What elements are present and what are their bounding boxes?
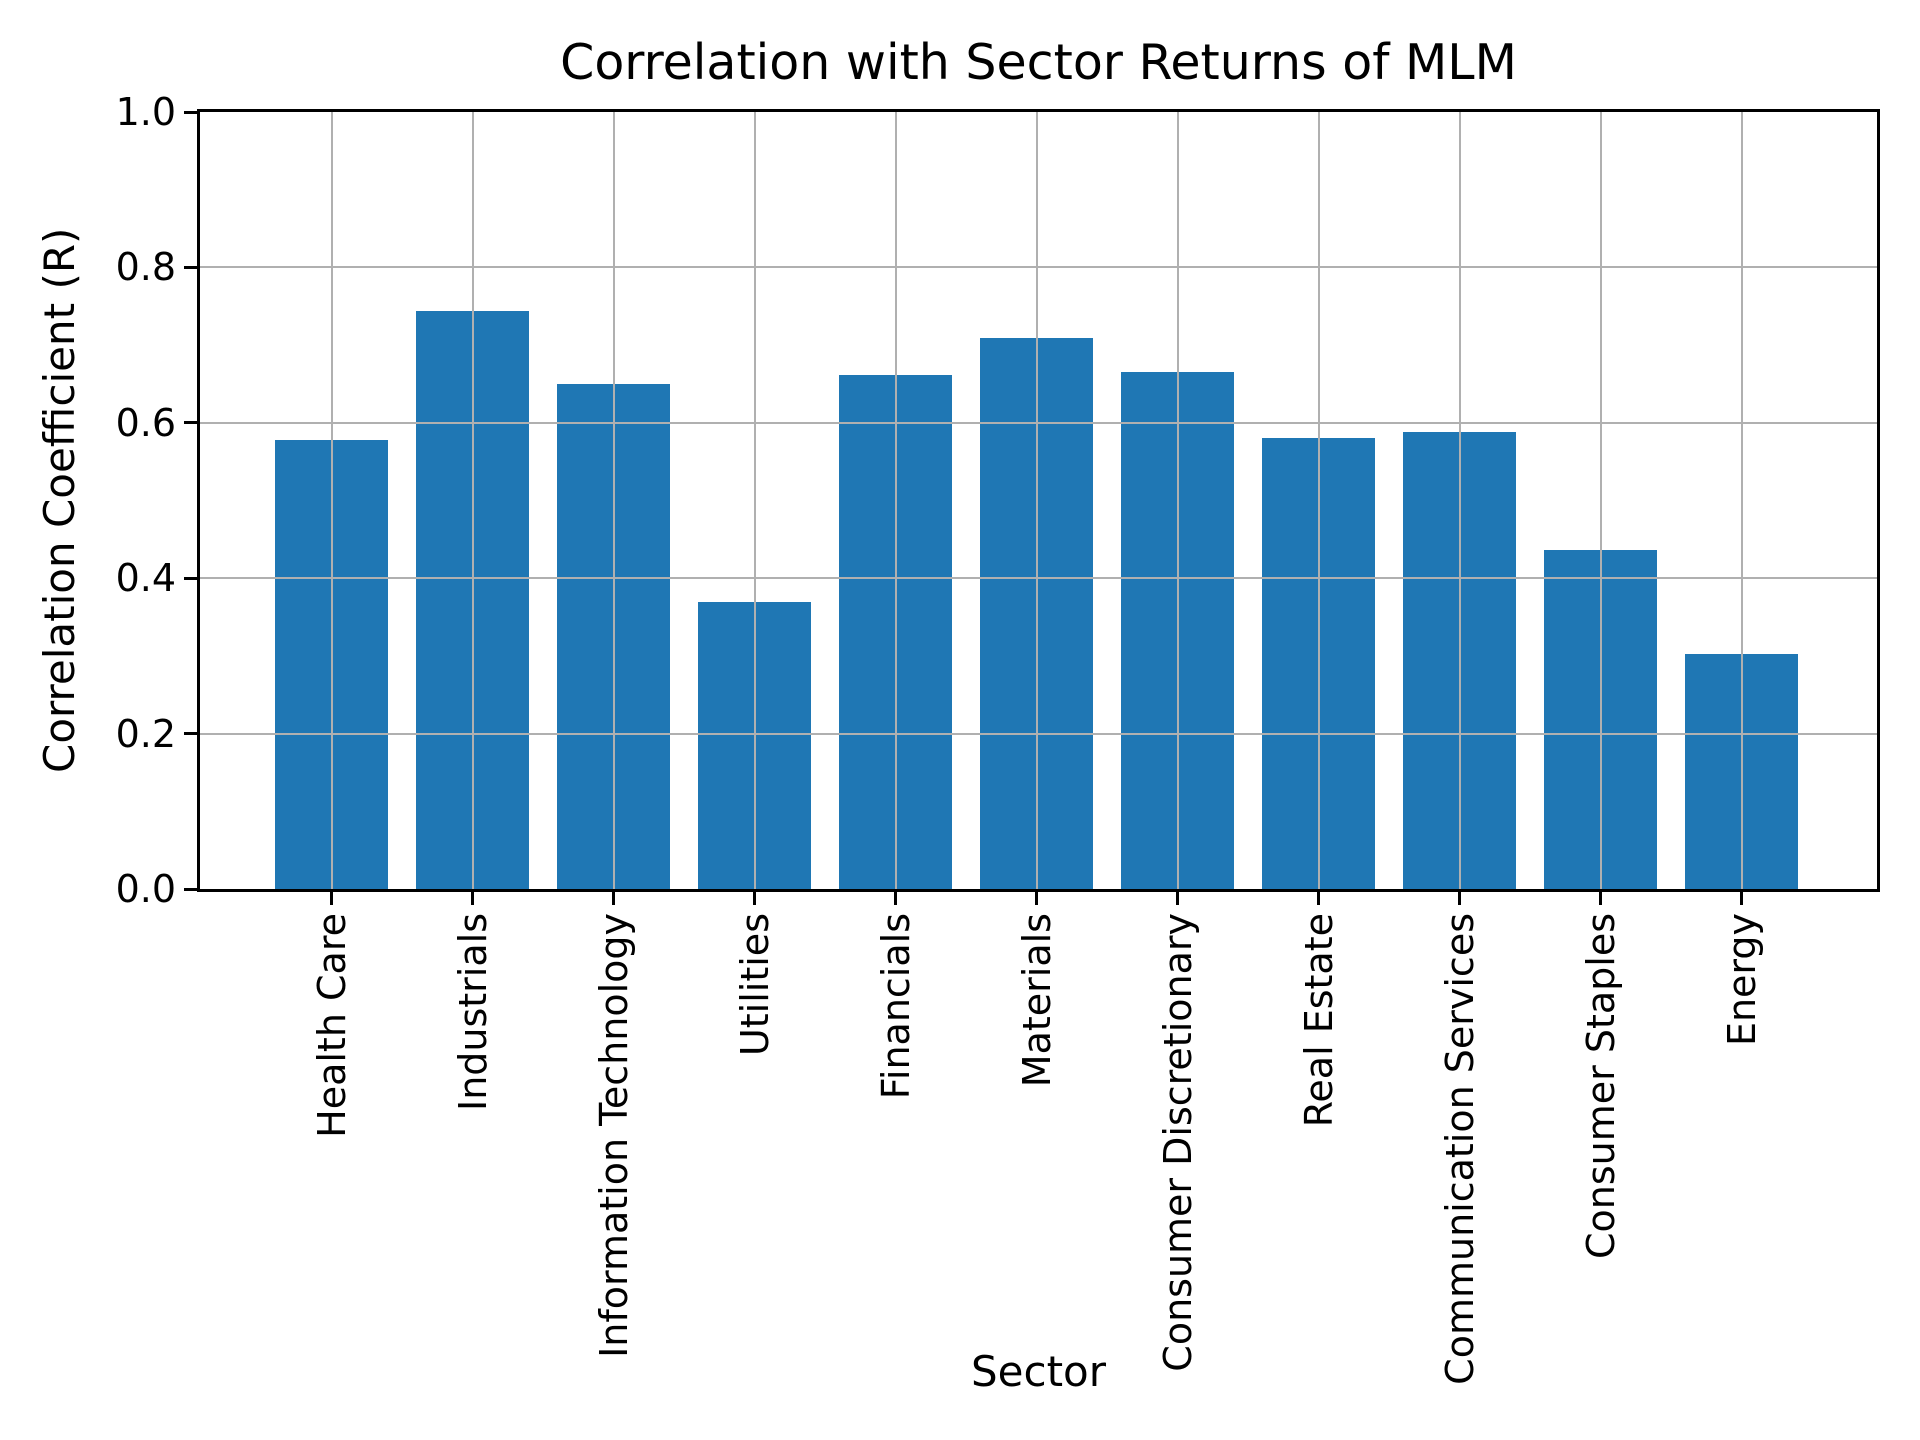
gridline-h: [200, 421, 1877, 424]
gridline-v: [894, 112, 897, 889]
y-tick-label: 0.0: [115, 867, 176, 911]
y-tick-mark: [184, 887, 197, 891]
y-axis-label: Correlation Coefficient (R): [35, 227, 84, 774]
gridline-h: [200, 266, 1877, 269]
x-tick-label-information-technology: Information Technology: [591, 913, 636, 1358]
gridline-v: [1740, 112, 1743, 889]
y-tick-mark: [184, 732, 197, 736]
x-tick-label-health-care: Health Care: [309, 913, 354, 1138]
x-tick-label-materials: Materials: [1014, 913, 1059, 1088]
x-tick-label-energy: Energy: [1719, 913, 1764, 1047]
gridline-v: [1458, 112, 1461, 889]
gridline-v: [1599, 112, 1602, 889]
x-axis-label: Sector: [970, 1347, 1107, 1396]
gridline-v: [1035, 112, 1038, 889]
x-tick-mark: [1740, 892, 1743, 905]
gridline-v: [330, 112, 333, 889]
chart-title: Correlation with Sector Returns of MLM: [560, 34, 1517, 91]
x-tick-mark: [1599, 892, 1602, 905]
x-tick-label-utilities: Utilities: [732, 913, 777, 1057]
x-tick-label-real-estate: Real Estate: [1296, 913, 1341, 1128]
x-tick-mark: [330, 892, 333, 905]
y-tick-label: 0.2: [115, 711, 176, 756]
x-tick-label-industrials: Industrials: [450, 913, 495, 1112]
y-tick-label: 0.4: [115, 556, 176, 601]
gridline-h: [200, 577, 1877, 580]
gridline-h: [200, 732, 1877, 735]
x-tick-label-consumer-staples: Consumer Staples: [1578, 913, 1623, 1260]
x-tick-mark: [1458, 892, 1461, 905]
gridline-v: [1317, 112, 1320, 889]
gridline-v: [1176, 112, 1179, 889]
x-tick-label-consumer-discretionary: Consumer Discretionary: [1155, 913, 1200, 1372]
x-tick-mark: [1317, 892, 1320, 905]
y-tick-label: 0.8: [115, 245, 176, 290]
x-tick-label-communication-services: Communication Services: [1437, 913, 1482, 1385]
gridline-v: [753, 112, 756, 889]
x-tick-mark: [1035, 892, 1038, 905]
y-tick-mark: [184, 576, 197, 580]
x-tick-mark: [894, 892, 897, 905]
x-tick-mark: [612, 892, 615, 905]
y-tick-mark: [184, 110, 197, 114]
x-tick-mark: [1176, 892, 1179, 905]
y-tick-label: 0.6: [115, 400, 176, 445]
gridline-v: [471, 112, 474, 889]
y-tick-mark: [184, 421, 197, 425]
x-tick-mark: [471, 892, 474, 905]
x-tick-label-financials: Financials: [873, 913, 918, 1100]
y-tick-mark: [184, 265, 197, 269]
gridline-v: [612, 112, 615, 889]
x-tick-mark: [753, 892, 756, 905]
y-tick-label: 1.0: [115, 90, 176, 134]
plot-area: 0.0 0.2 0.4 0.6 0.8 1.0 Health Care Industrials…: [116, 90, 1880, 1385]
